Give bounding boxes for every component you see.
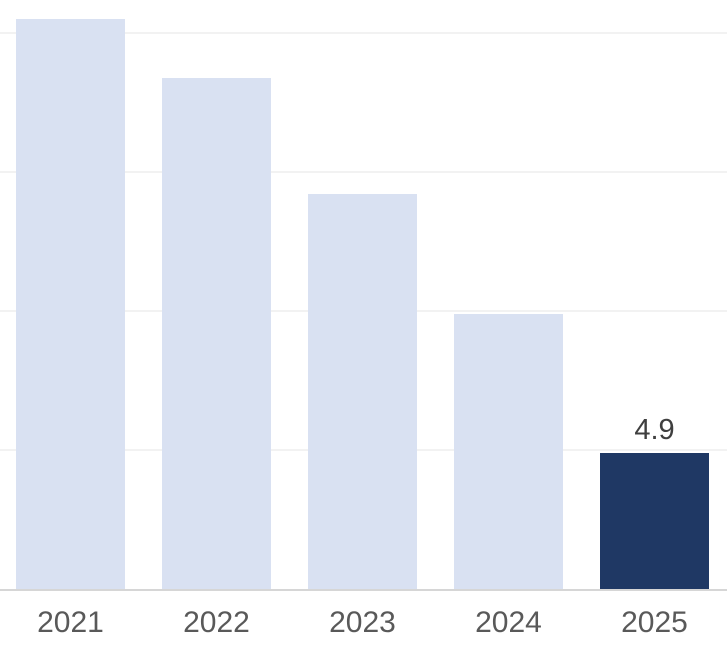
plot-area: 4.9 (0, 19, 727, 589)
x-axis-line (0, 589, 727, 591)
bar-2024 (454, 314, 563, 589)
x-axis-label-2023: 2023 (329, 606, 396, 639)
bar-2022 (162, 78, 271, 589)
bar-2021 (16, 19, 125, 589)
x-axis-label-2022: 2022 (183, 606, 250, 639)
gridline-20 (0, 32, 727, 35)
bar-2023 (308, 194, 417, 589)
x-axis-label-2024: 2024 (475, 606, 542, 639)
x-axis-labels: 2021 2022 2023 2024 2025 (0, 591, 727, 652)
x-axis-label-2025: 2025 (621, 606, 688, 639)
gridline-15 (0, 171, 727, 174)
data-label-2025: 4.9 (634, 414, 675, 446)
bar-2025 (600, 453, 709, 589)
x-axis-label-2021: 2021 (37, 606, 104, 639)
bars-layer: 4.9 (16, 19, 709, 589)
